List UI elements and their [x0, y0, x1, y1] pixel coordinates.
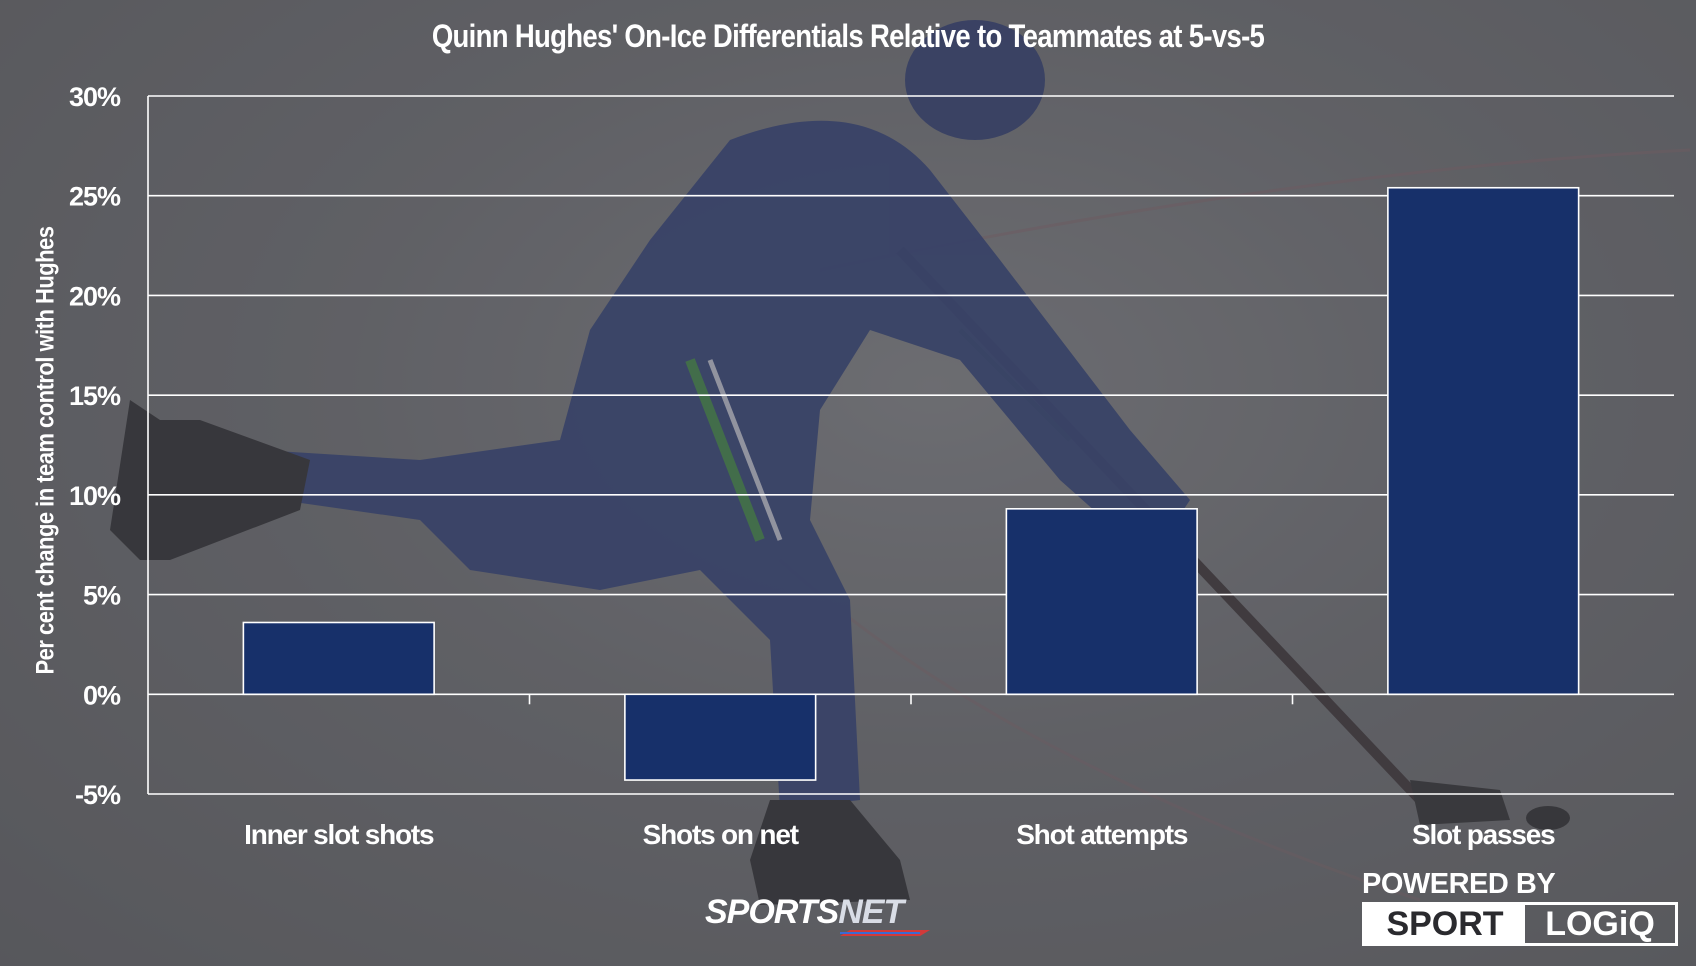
powered-by-label: POWERED BY — [1362, 868, 1556, 900]
sportsnet-logo-sports: SPORTS — [705, 893, 839, 931]
y-tick-label: 0% — [83, 680, 121, 710]
bar-slot-passes — [1387, 186, 1580, 696]
sportlogiq-logo: SPORT LOGiQ — [1362, 902, 1678, 946]
x-tick-label: Shot attempts — [1016, 819, 1188, 850]
x-axis-tick-labels: Inner slot shots Shots on net Shot attempt… — [244, 819, 1556, 850]
x-tick-label: Shots on net — [643, 819, 799, 850]
y-tick-label: 5% — [83, 581, 121, 611]
bar-shots-on-net — [624, 693, 817, 781]
bar-shot-attempts — [1005, 508, 1198, 696]
sportsnet-logo: SPORTSNET — [705, 893, 904, 932]
y-tick-label: 25% — [69, 182, 121, 212]
y-axis-tick-labels: -5% 0% 5% 10% 15% 20% 25% 30% — [69, 82, 122, 810]
sportsnet-logo-net: NET — [838, 893, 904, 931]
sportsnet-swoosh-icon — [840, 930, 930, 936]
bar-inner-slot-shots — [242, 621, 435, 696]
y-tick-label: 10% — [69, 481, 121, 511]
bars — [242, 186, 1580, 781]
y-tick-label: -5% — [75, 780, 121, 810]
y-tick-label: 15% — [69, 381, 121, 411]
y-axis-label: Per cent change in team control with Hug… — [31, 226, 60, 675]
x-tick-label: Inner slot shots — [244, 819, 434, 850]
sportlogiq-logo-logiq: LOGiQ — [1545, 905, 1655, 943]
sportlogiq-logo-sport: SPORT — [1365, 905, 1525, 943]
y-tick-label: 20% — [69, 281, 121, 311]
y-tick-label: 30% — [69, 82, 121, 112]
chart-title: Quinn Hughes' On-Ice Differentials Relat… — [431, 18, 1265, 54]
x-tick-label: Slot passes — [1412, 819, 1555, 850]
